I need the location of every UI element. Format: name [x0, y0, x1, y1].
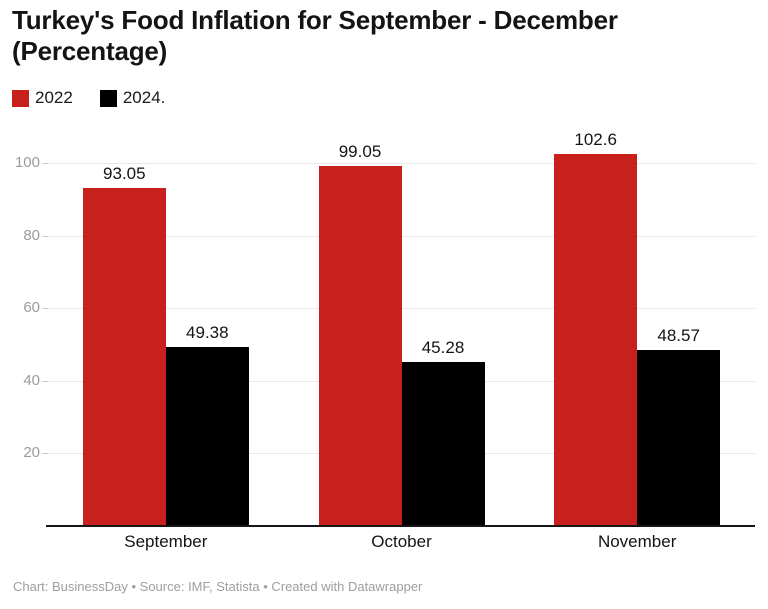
value-label-2022-october: 99.05 — [338, 142, 382, 162]
bar-2022-november — [554, 153, 638, 526]
legend-label: 2024. — [122, 88, 166, 107]
tickmark-y20 — [42, 453, 48, 455]
ytick-label-y60: 60 — [23, 299, 40, 317]
tickmark-y100 — [42, 163, 48, 164]
gridline-y60 — [48, 308, 755, 310]
value-label-2024-september: 49.38 — [186, 322, 229, 342]
bar-2024-october — [401, 361, 485, 526]
legend-label: 2022 — [35, 88, 73, 107]
ytick-label-y20: 20 — [23, 444, 40, 462]
xaxis-label-november: November — [597, 532, 677, 551]
tickmark-y60 — [42, 308, 48, 310]
value-label-2024-november: 48.57 — [657, 325, 700, 345]
legend-swatch-icon — [99, 89, 117, 107]
value-label-2022-september: 93.05 — [103, 164, 146, 184]
chart-legend: 2022 2024. — [12, 88, 165, 108]
chart-footer-credits: Chart: BusinessDay • Source: IMF, Statis… — [13, 579, 423, 594]
xaxis-label-september: September — [124, 532, 208, 551]
bar-2024-september — [165, 346, 249, 526]
bar-2022-september — [82, 188, 166, 526]
xaxis-label-october: October — [371, 532, 432, 551]
bar-2024-november — [637, 349, 721, 526]
ytick-label-y40: 40 — [23, 371, 40, 389]
chart-title: Turkey's Food Inflation for September - … — [12, 5, 618, 66]
ytick-label-y100: 100 — [14, 154, 40, 171]
value-label-2022-november: 102.6 — [574, 129, 617, 149]
x-axis-line — [46, 525, 755, 527]
gridline-y80 — [48, 235, 755, 237]
tickmark-y80 — [42, 235, 48, 237]
gridline-y100 — [48, 163, 755, 164]
value-label-2024-october: 45.28 — [421, 337, 465, 357]
legend-item-2022: 2022 — [12, 88, 73, 108]
bar-2022-october — [318, 166, 402, 526]
legend-item-2024: 2024. — [99, 88, 166, 108]
ytick-label-y80: 80 — [23, 226, 40, 244]
tickmark-y40 — [42, 380, 48, 382]
legend-swatch-icon — [12, 89, 29, 107]
